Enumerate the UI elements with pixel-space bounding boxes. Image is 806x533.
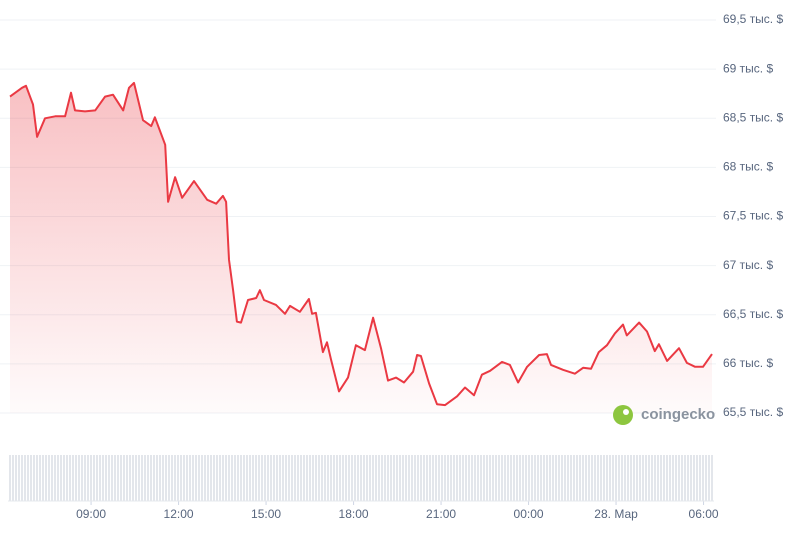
x-tick-label: 00:00 — [514, 507, 544, 521]
x-tick-label: 12:00 — [164, 507, 194, 521]
x-tick-label: 06:00 — [689, 507, 719, 521]
x-tick-label: 09:00 — [76, 507, 106, 521]
price-area — [10, 82, 712, 414]
x-tick-label: 18:00 — [339, 507, 369, 521]
x-tick-label: 15:00 — [251, 507, 281, 521]
y-tick-label: 67 тыс. $ — [723, 258, 773, 272]
logo-eye — [623, 409, 629, 415]
y-tick-label: 66,5 тыс. $ — [723, 307, 783, 321]
watermark: coingecko — [613, 405, 715, 425]
y-tick-label: 69 тыс. $ — [723, 61, 773, 75]
y-tick-label: 68,5 тыс. $ — [723, 110, 783, 124]
y-tick-label: 68 тыс. $ — [723, 160, 773, 174]
price-line — [9, 81, 713, 407]
plot: 65,5 тыс. $ 66 тыс. $ 66,5 тыс. $ 67 тыс. $… — [0, 12, 783, 521]
x-tick-label: 21:00 — [426, 507, 456, 521]
logo-icon — [613, 405, 633, 425]
y-tick-label: 67,5 тыс. $ — [723, 209, 783, 223]
watermark-text: coingecko — [641, 406, 715, 423]
y-tick-label: 65,5 тыс. $ — [723, 405, 783, 419]
volume-strip — [8, 455, 714, 501]
x-tick-label: 28. Мар — [594, 507, 638, 521]
y-tick-label: 66 тыс. $ — [723, 356, 773, 370]
y-tick-label: 69,5 тыс. $ — [723, 12, 783, 26]
